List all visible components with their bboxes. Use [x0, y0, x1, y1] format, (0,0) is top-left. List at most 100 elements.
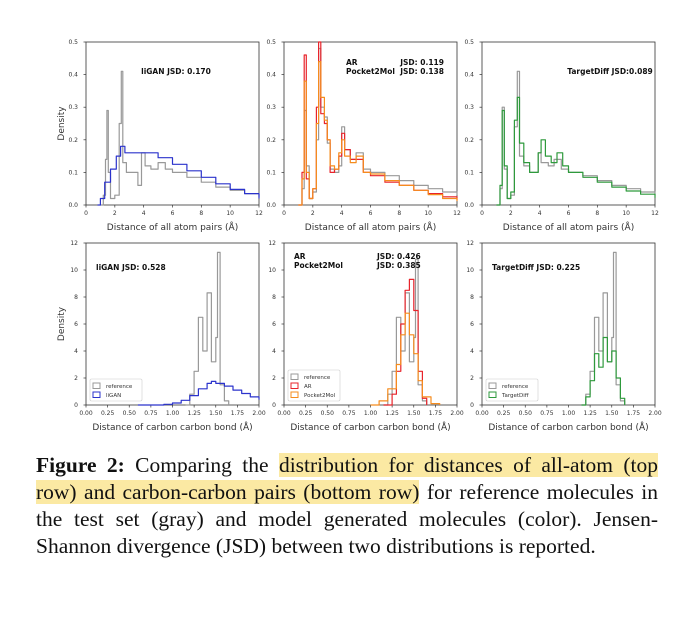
x-tick-label: 1.00 [364, 410, 378, 417]
y-tick-label: 4 [470, 348, 474, 355]
x-tick-label: 0.50 [519, 410, 533, 417]
chart-panel-bottom-1: 0.00 0.25 0.50 0.75 1.00 1.25 1.50 1.75 2.00 0 2 4 6… [57, 240, 266, 433]
chart-panel-bottom-2: 0.00 0.25 0.50 0.75 1.00 1.25 1.50 1.75 2.00 0 2 4 6… [268, 240, 464, 433]
caption-label: Figure 2: [36, 453, 125, 477]
x-tick-label: 0.50 [321, 410, 335, 417]
chart-panel-top-1: 0 2 4 6 8 10 12 0.0 0.1 0.2 0.3 0.4 0.5 Distance of a… [57, 39, 263, 233]
x-tick-label: 0 [282, 210, 286, 217]
x-tick-label: 1.50 [209, 410, 223, 417]
legend-swatch [488, 391, 497, 398]
model-name-label: Pocket2Mol [346, 67, 395, 76]
figure-panels: 0 2 4 6 8 10 12 0.0 0.1 0.2 0.3 0.4 0.5 Distance of a… [57, 39, 662, 433]
legend-entry: reference [304, 375, 331, 381]
series-reference [100, 70, 260, 206]
series-ar [383, 278, 428, 406]
legend-entry: AR [304, 384, 312, 390]
y-tick-label: 0.3 [266, 104, 276, 111]
legend-entry: reference [502, 384, 529, 390]
y-axis-label: Density [57, 106, 67, 141]
series-targetdiff [581, 336, 626, 406]
series-reference [185, 251, 230, 406]
x-axis-label: Distance of carbon carbon bond (Å) [290, 421, 450, 433]
y-tick-label: 6 [74, 321, 78, 328]
y-tick-label: 0.2 [464, 137, 474, 144]
y-tick-label: 0.0 [464, 202, 474, 209]
plot-frame [283, 41, 458, 206]
caption-text-2: for reference molecules in the test set … [36, 480, 659, 558]
x-tick-label: 0.25 [497, 410, 511, 417]
y-tick-label: 0.3 [464, 104, 474, 111]
x-tick-label: 2 [509, 210, 513, 217]
x-tick-label: 1.75 [429, 410, 443, 417]
x-tick-label: 12 [453, 210, 461, 217]
legend-swatch [290, 391, 299, 398]
x-tick-label: 8 [595, 210, 599, 217]
x-tick-label: 1.25 [187, 410, 201, 417]
y-tick-label: 6 [272, 321, 276, 328]
x-tick-label: 10 [424, 210, 432, 217]
plot-frame [85, 41, 260, 206]
jsd-annotation: TargetDiff JSD:0.089 [567, 67, 653, 76]
x-tick-label: 6 [567, 210, 571, 217]
x-tick-label: 0.00 [475, 410, 489, 417]
legend-swatch [290, 382, 299, 389]
x-tick-label: 10 [226, 210, 234, 217]
legend-box [287, 369, 341, 402]
x-tick-label: 8 [199, 210, 203, 217]
y-tick-label: 2 [272, 375, 276, 382]
model-name-label: Pocket2Mol [294, 261, 343, 270]
figure-caption: Figure 2: Comparing the distribution for… [36, 452, 659, 560]
series-ligan [97, 145, 260, 206]
y-tick-label: 0.5 [464, 39, 474, 46]
legend-swatch [92, 391, 101, 398]
y-tick-label: 0 [470, 402, 474, 409]
series-targetdiff [496, 96, 656, 206]
x-tick-label: 6 [369, 210, 373, 217]
x-tick-label: 1.75 [627, 410, 641, 417]
x-tick-label: 1.25 [583, 410, 597, 417]
jsd-annotation: TargetDiff JSD: 0.225 [492, 263, 580, 272]
plot-frame [481, 41, 656, 206]
y-tick-label: 4 [74, 348, 78, 355]
y-tick-label: 0.3 [68, 104, 78, 111]
y-tick-label: 10 [466, 267, 474, 274]
x-tick-label: 6 [171, 210, 175, 217]
x-tick-label: 0.00 [277, 410, 291, 417]
y-tick-label: 12 [466, 240, 474, 247]
y-axis-label: Density [57, 306, 67, 341]
x-tick-label: 2 [113, 210, 117, 217]
x-tick-label: 1.50 [407, 410, 421, 417]
x-tick-label: 2 [311, 210, 315, 217]
jsd-annotation: liGAN JSD: 0.528 [96, 263, 166, 272]
jsd-annotation: JSD: 0.385 [376, 261, 421, 270]
legend-swatch [488, 382, 497, 389]
x-axis-label: Distance of all atom pairs (Å) [305, 221, 436, 233]
x-axis-label: Distance of all atom pairs (Å) [107, 221, 238, 233]
y-tick-label: 10 [70, 267, 78, 274]
y-tick-label: 12 [268, 240, 276, 247]
x-tick-label: 1.25 [385, 410, 399, 417]
jsd-annotation: JSD: 0.138 [399, 67, 444, 76]
plot-frame [481, 242, 656, 406]
x-tick-label: 0.25 [299, 410, 313, 417]
x-tick-label: 0 [84, 210, 88, 217]
x-tick-label: 1.00 [562, 410, 576, 417]
chart-panel-top-3: 0 2 4 6 8 10 12 0.0 0.1 0.2 0.3 0.4 0.5 Distance of a… [464, 39, 659, 233]
y-tick-label: 8 [470, 294, 474, 301]
chart-panel-top-2: 0 2 4 6 8 10 12 0.0 0.1 0.2 0.3 0.4 0.5 Distance of a… [266, 39, 461, 233]
x-tick-label: 12 [651, 210, 659, 217]
model-name-label: AR [294, 252, 306, 261]
x-tick-label: 12 [255, 210, 263, 217]
legend-swatch [290, 373, 299, 380]
series-reference [383, 258, 428, 406]
x-tick-label: 1.75 [231, 410, 245, 417]
y-tick-label: 0.5 [266, 39, 276, 46]
y-tick-label: 0.4 [464, 72, 474, 79]
x-tick-label: 4 [340, 210, 344, 217]
x-tick-label: 2.00 [648, 410, 662, 417]
x-tick-label: 1.50 [605, 410, 619, 417]
jsd-annotation: JSD: 0.119 [399, 58, 444, 67]
legend-box [89, 378, 143, 402]
y-tick-label: 0.5 [68, 39, 78, 46]
